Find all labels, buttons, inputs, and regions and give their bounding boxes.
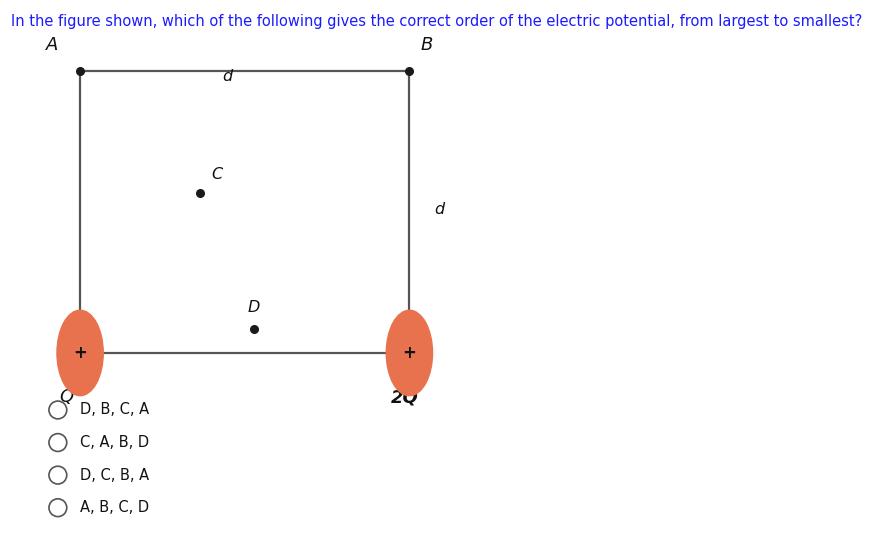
- Text: A, B, C, D: A, B, C, D: [80, 500, 150, 515]
- Text: C, A, B, D: C, A, B, D: [80, 435, 150, 450]
- Text: C: C: [212, 167, 222, 182]
- Text: d: d: [434, 201, 444, 217]
- Text: D, C, B, A: D, C, B, A: [80, 468, 150, 483]
- Text: In the figure shown, which of the following gives the correct order of the elect: In the figure shown, which of the follow…: [11, 14, 862, 29]
- Text: +: +: [73, 344, 87, 362]
- Ellipse shape: [57, 310, 103, 396]
- Text: +: +: [402, 344, 417, 362]
- Text: D, B, C, A: D, B, C, A: [80, 402, 150, 418]
- Text: B: B: [420, 36, 433, 54]
- Text: Q: Q: [60, 388, 74, 406]
- Text: D: D: [247, 300, 260, 315]
- Ellipse shape: [386, 310, 433, 396]
- Text: A: A: [45, 36, 58, 54]
- Text: 2Q: 2Q: [391, 388, 419, 406]
- Text: d: d: [222, 69, 232, 84]
